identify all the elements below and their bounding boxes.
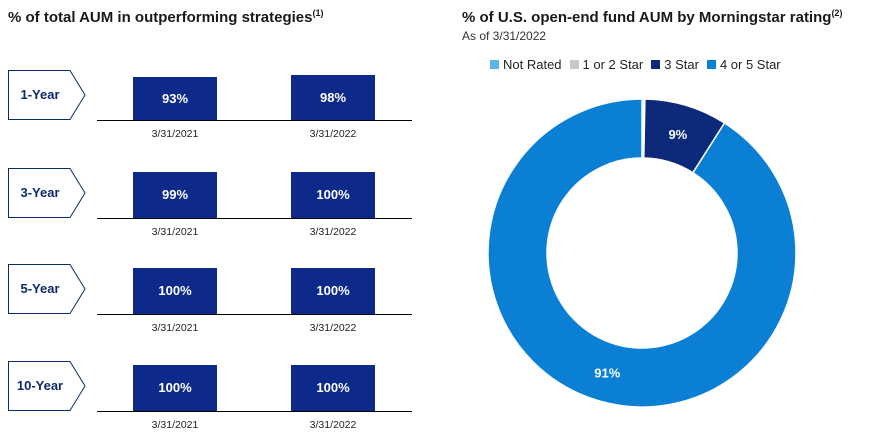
bar-date-label: 3/31/2022	[309, 226, 357, 238]
bar-baseline	[97, 411, 412, 412]
bar-1-year-2021: 93%	[133, 77, 217, 120]
period-chevron	[8, 264, 86, 314]
donut-slice-4-or-5-star	[487, 98, 797, 408]
period-label: 5-Year	[20, 281, 60, 296]
right-chart-title: % of U.S. open-end fund AUM by Morningst…	[462, 8, 843, 26]
donut-legend: Not Rated 1 or 2 Star 3 Star 4 or 5 Star	[490, 57, 789, 72]
footnote-2: (2)	[831, 8, 843, 18]
bar-date-label: 3/31/2022	[309, 322, 357, 334]
left-chart-title: % of total AUM in outperforming strategi…	[8, 8, 324, 26]
legend-item: 4 or 5 Star	[706, 57, 781, 72]
bar-10-year-2022: 100%	[291, 365, 375, 411]
legend-label: 3 Star	[664, 57, 699, 72]
bar-date-label: 3/31/2022	[309, 128, 357, 140]
bar-5-year-2022: 100%	[291, 268, 375, 314]
chevron-shape	[8, 168, 86, 218]
period-row-1-year: 1-Year 93% 3/31/2021 98% 3/31/2022	[0, 70, 440, 150]
bar-date-label: 3/31/2021	[151, 322, 199, 334]
legend-swatch	[706, 60, 716, 69]
bar-5-year-2021: 100%	[133, 268, 217, 314]
bar-3-year-2022: 100%	[291, 172, 375, 218]
period-label: 1-Year	[20, 87, 60, 102]
bar-1-year-2022: 98%	[291, 75, 375, 120]
bar-date-label: 3/31/2021	[151, 128, 199, 140]
legend-swatch	[490, 60, 499, 69]
period-row-10-year: 10-Year 100% 3/31/2021 100% 3/31/2022	[0, 361, 440, 441]
footnote-1: (1)	[312, 8, 324, 18]
bar-date-label: 3/31/2021	[151, 226, 199, 238]
period-row-5-year: 5-Year 100% 3/31/2021 100% 3/31/2022	[0, 264, 440, 344]
period-chevron	[8, 168, 86, 218]
chevron-shape	[8, 70, 86, 120]
period-chevron	[8, 70, 86, 120]
period-chevron	[8, 361, 86, 411]
bar-date-label: 3/31/2021	[151, 419, 199, 431]
legend-label: Not Rated	[503, 57, 562, 72]
period-label: 3-Year	[20, 185, 60, 200]
period-label: 10-Year	[16, 378, 64, 393]
chevron-shape	[8, 361, 86, 411]
bar-baseline	[97, 218, 412, 219]
bar-10-year-2021: 100%	[133, 365, 217, 411]
legend-item: 3 Star	[651, 57, 699, 72]
legend-swatch	[651, 60, 661, 69]
legend-item: 1 or 2 Star	[569, 57, 644, 72]
donut-slice-label: 9%	[668, 127, 687, 142]
bar-baseline	[97, 120, 412, 121]
chevron-shape	[8, 264, 86, 314]
bar-date-label: 3/31/2022	[309, 419, 357, 431]
legend-label: 4 or 5 Star	[719, 57, 781, 72]
period-row-3-year: 3-Year 99% 3/31/2021 100% 3/31/2022	[0, 168, 440, 248]
legend-item: Not Rated	[490, 57, 562, 72]
right-chart-subtitle: As of 3/31/2022	[462, 29, 547, 43]
legend-swatch	[569, 60, 579, 69]
legend-label: 1 or 2 Star	[582, 57, 644, 72]
bar-baseline	[97, 314, 412, 315]
bar-3-year-2021: 99%	[133, 172, 217, 218]
donut-slice-label: 91%	[594, 366, 620, 381]
